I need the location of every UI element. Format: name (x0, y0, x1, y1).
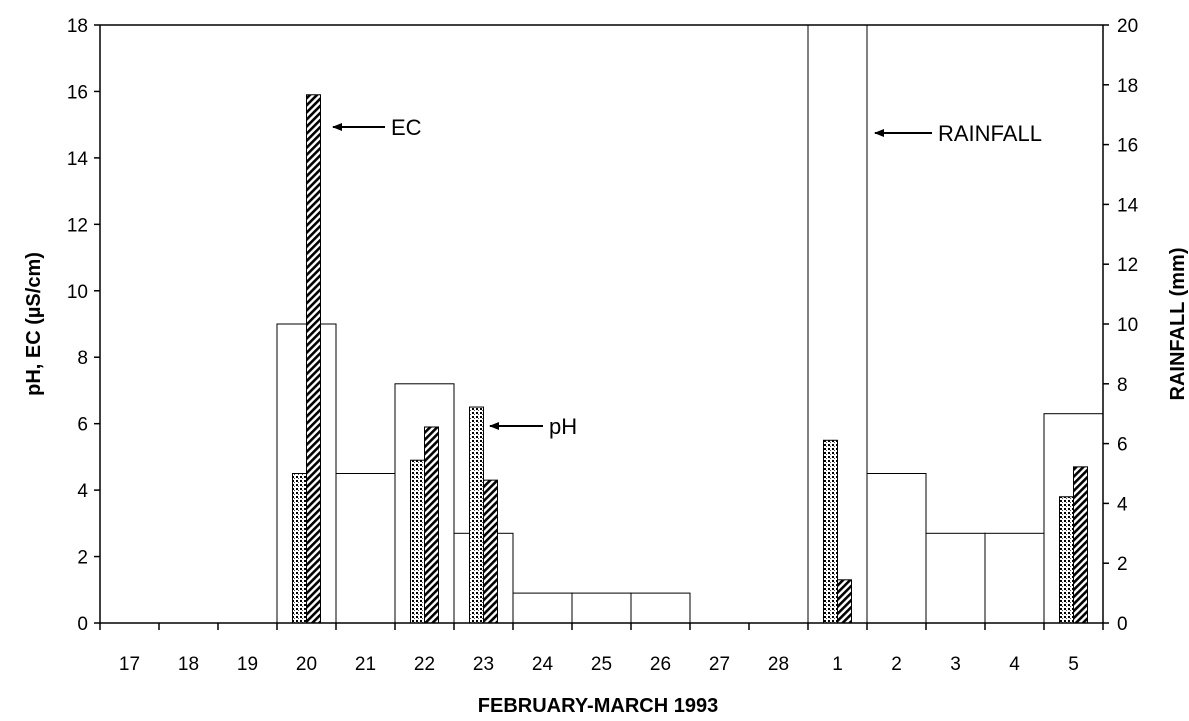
rainfall-bar (571, 592, 632, 624)
ph-annotation: pH (489, 414, 577, 439)
x-tick-label: 1 (832, 654, 843, 675)
x-tick-label: 23 (473, 654, 494, 675)
right-tick-label: 16 (1117, 136, 1138, 157)
left-tick-label: 8 (77, 348, 88, 369)
ec-annotation: EC (332, 115, 422, 140)
left-tick-label: 0 (77, 614, 88, 635)
ph-bar (823, 439, 838, 624)
left-axis-ticks: 0 2 4 6 8 10 12 14 16 18 (67, 16, 100, 635)
left-tick-label: 6 (77, 415, 88, 436)
right-axis-title: RAINFALL (mm) (1167, 248, 1189, 401)
ph-bar (410, 459, 425, 624)
x-tick-label: 19 (237, 654, 258, 675)
x-tick-label: 28 (768, 654, 789, 675)
rainfall-bar (335, 473, 396, 624)
right-tick-label: 4 (1117, 494, 1128, 515)
rainfall-label: RAINFALL (938, 121, 1042, 146)
x-tick-label: 17 (119, 654, 140, 675)
left-tick-label: 12 (67, 215, 88, 236)
x-tick-label: 18 (178, 654, 199, 675)
x-tick-label: 2 (891, 654, 902, 675)
x-tick-label: 25 (591, 654, 612, 675)
right-tick-label: 14 (1117, 195, 1139, 216)
ec-label: EC (391, 115, 422, 140)
x-tick-label: 26 (650, 654, 671, 675)
x-axis-ticks: 17 18 19 20 21 22 23 24 25 26 27 28 1 2 3 4 5 (99, 623, 1104, 675)
x-tick-label: 3 (950, 654, 961, 675)
x-axis-title: FEBRUARY-MARCH 1993 (478, 695, 718, 717)
left-tick-label: 14 (67, 149, 89, 170)
ec-bar (1073, 466, 1088, 624)
ph-bar (1059, 496, 1074, 624)
ec-bar (424, 426, 439, 624)
right-tick-label: 8 (1117, 375, 1128, 396)
rainfall-bar (925, 532, 986, 624)
rainfall-bar (630, 592, 691, 624)
ph-bar (292, 473, 307, 624)
ec-bar (306, 94, 321, 624)
x-tick-label: 24 (532, 654, 554, 675)
x-tick-label: 4 (1009, 654, 1020, 675)
x-tick-label: 21 (355, 654, 376, 675)
ec-bars (306, 94, 1088, 624)
left-axis-title: pH, EC (µS/cm) (23, 252, 45, 396)
rainfall-bar (512, 592, 573, 624)
left-tick-label: 18 (67, 16, 88, 37)
ph-label: pH (549, 414, 577, 439)
right-tick-label: 10 (1117, 315, 1138, 336)
left-tick-label: 4 (77, 481, 88, 502)
ec-bar (837, 579, 852, 624)
left-tick-label: 16 (67, 82, 88, 103)
rainfall-bar (984, 532, 1045, 624)
rainfall-annotation: RAINFALL (874, 121, 1042, 146)
right-tick-label: 12 (1117, 255, 1138, 276)
right-tick-label: 6 (1117, 435, 1128, 456)
rainfall-bar (866, 473, 927, 624)
left-tick-label: 2 (77, 548, 88, 569)
ph-bar (469, 406, 484, 624)
left-tick-label: 10 (67, 282, 88, 303)
x-tick-label: 22 (414, 654, 435, 675)
ec-bar (483, 479, 498, 624)
right-tick-label: 0 (1117, 614, 1128, 635)
x-tick-label: 20 (296, 654, 317, 675)
x-tick-label: 27 (709, 654, 730, 675)
right-tick-label: 18 (1117, 76, 1138, 97)
right-axis-ticks: 0 2 4 6 8 10 12 14 16 18 20 (1103, 16, 1139, 635)
right-tick-label: 20 (1117, 16, 1138, 37)
x-tick-label: 5 (1068, 654, 1079, 675)
right-tick-label: 2 (1117, 554, 1128, 575)
